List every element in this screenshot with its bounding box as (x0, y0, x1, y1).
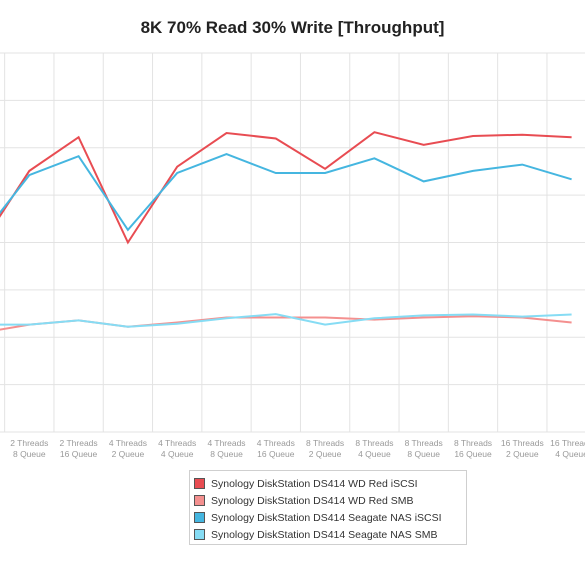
legend-label: Synology DiskStation DS414 Seagate NAS i… (211, 511, 442, 524)
legend-label: Synology DiskStation DS414 Seagate NAS S… (211, 528, 438, 541)
x-tick-label: 16 Threads 2 Queue (501, 438, 544, 459)
legend: Synology DiskStation DS414 WD Red iSCSI … (189, 470, 467, 545)
x-tick-label: 4 Threads 2 Queue (109, 438, 147, 459)
legend-label: Synology DiskStation DS414 WD Red SMB (211, 494, 414, 507)
series-line-2[interactable] (0, 153, 572, 238)
x-tick-label: 8 Threads 4 Queue (355, 438, 393, 459)
x-tick-label: 2 Threads 8 Queue (10, 438, 48, 459)
legend-swatch (194, 529, 205, 540)
legend-item[interactable]: Synology DiskStation DS414 Seagate NAS i… (194, 509, 466, 526)
series-line-0[interactable] (0, 131, 572, 247)
legend-swatch (194, 495, 205, 506)
x-tick-label: 4 Threads 4 Queue (158, 438, 196, 459)
legend-item[interactable]: Synology DiskStation DS414 WD Red iSCSI (194, 475, 466, 492)
chart-title: 8K 70% Read 30% Write [Throughput] (140, 18, 445, 37)
series-line-3[interactable] (0, 313, 572, 328)
series-line-1[interactable] (0, 315, 572, 333)
x-tick-label: 4 Threads 8 Queue (207, 438, 245, 459)
legend-item[interactable]: Synology DiskStation DS414 WD Red SMB (194, 492, 466, 509)
x-tick-label: 4 Threads 16 Queue (257, 438, 295, 459)
legend-item[interactable]: Synology DiskStation DS414 Seagate NAS S… (194, 526, 466, 543)
x-tick-label: 8 Threads 2 Queue (306, 438, 344, 459)
legend-swatch (194, 478, 205, 489)
grid (0, 52, 585, 433)
x-tick-label: 8 Threads 8 Queue (405, 438, 443, 459)
legend-swatch (194, 512, 205, 523)
x-tick-label: 8 Threads 16 Queue (454, 438, 492, 459)
legend-label: Synology DiskStation DS414 WD Red iSCSI (211, 477, 418, 490)
series-lines (0, 131, 572, 333)
x-tick-label: 2 Threads 16 Queue (60, 438, 98, 459)
